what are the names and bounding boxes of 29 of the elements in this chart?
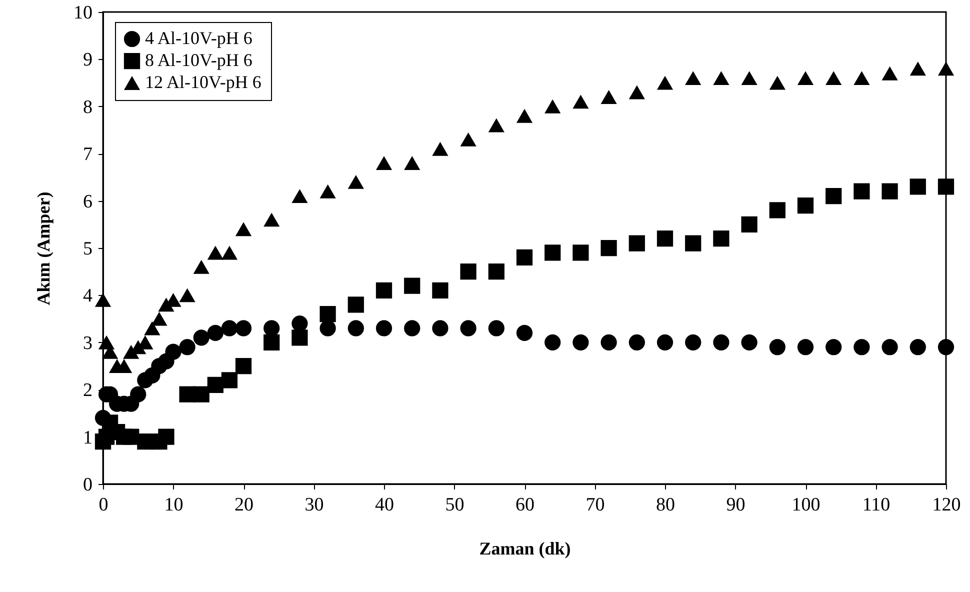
x-tick-label: 20 bbox=[234, 494, 254, 516]
legend-label: 4 Al-10V-pH 6 bbox=[145, 28, 252, 48]
y-tick-label: 4 bbox=[83, 286, 93, 307]
y-tick-label: 7 bbox=[83, 144, 92, 166]
y-tick-label: 6 bbox=[83, 191, 92, 212]
x-tick-label: 90 bbox=[726, 494, 746, 516]
y-tick-label: 1 bbox=[83, 427, 92, 448]
legend-label: 12 Al-10V-pH 6 bbox=[145, 72, 262, 92]
y-tick-label: 8 bbox=[83, 96, 92, 118]
x-tick-label: 0 bbox=[98, 494, 108, 516]
y-tick-label: 3 bbox=[83, 332, 92, 354]
x-tick-label: 10 bbox=[164, 494, 184, 516]
y-axis-title: Akım (Amper) bbox=[34, 192, 54, 306]
x-tick-label: 120 bbox=[932, 494, 961, 516]
x-tick-label: 100 bbox=[792, 494, 820, 516]
legend-label: 8 Al-10V-pH 6 bbox=[145, 50, 252, 70]
x-tick-label: 50 bbox=[445, 494, 464, 516]
x-tick-label: 80 bbox=[656, 494, 675, 516]
y-tick-label: 9 bbox=[83, 50, 92, 71]
x-tick-label: 30 bbox=[304, 494, 324, 516]
x-tick-label: 60 bbox=[516, 494, 534, 516]
x-axis-title: Zaman (dk) bbox=[479, 538, 571, 558]
x-tick-label: 110 bbox=[862, 494, 890, 516]
y-tick-label: 2 bbox=[83, 380, 92, 402]
x-tick-label: 40 bbox=[375, 494, 394, 516]
y-tick-label: 5 bbox=[83, 238, 92, 260]
y-tick-label: 0 bbox=[83, 474, 92, 496]
x-tick-label: 70 bbox=[586, 494, 605, 516]
y-tick-label: 10 bbox=[74, 2, 92, 24]
